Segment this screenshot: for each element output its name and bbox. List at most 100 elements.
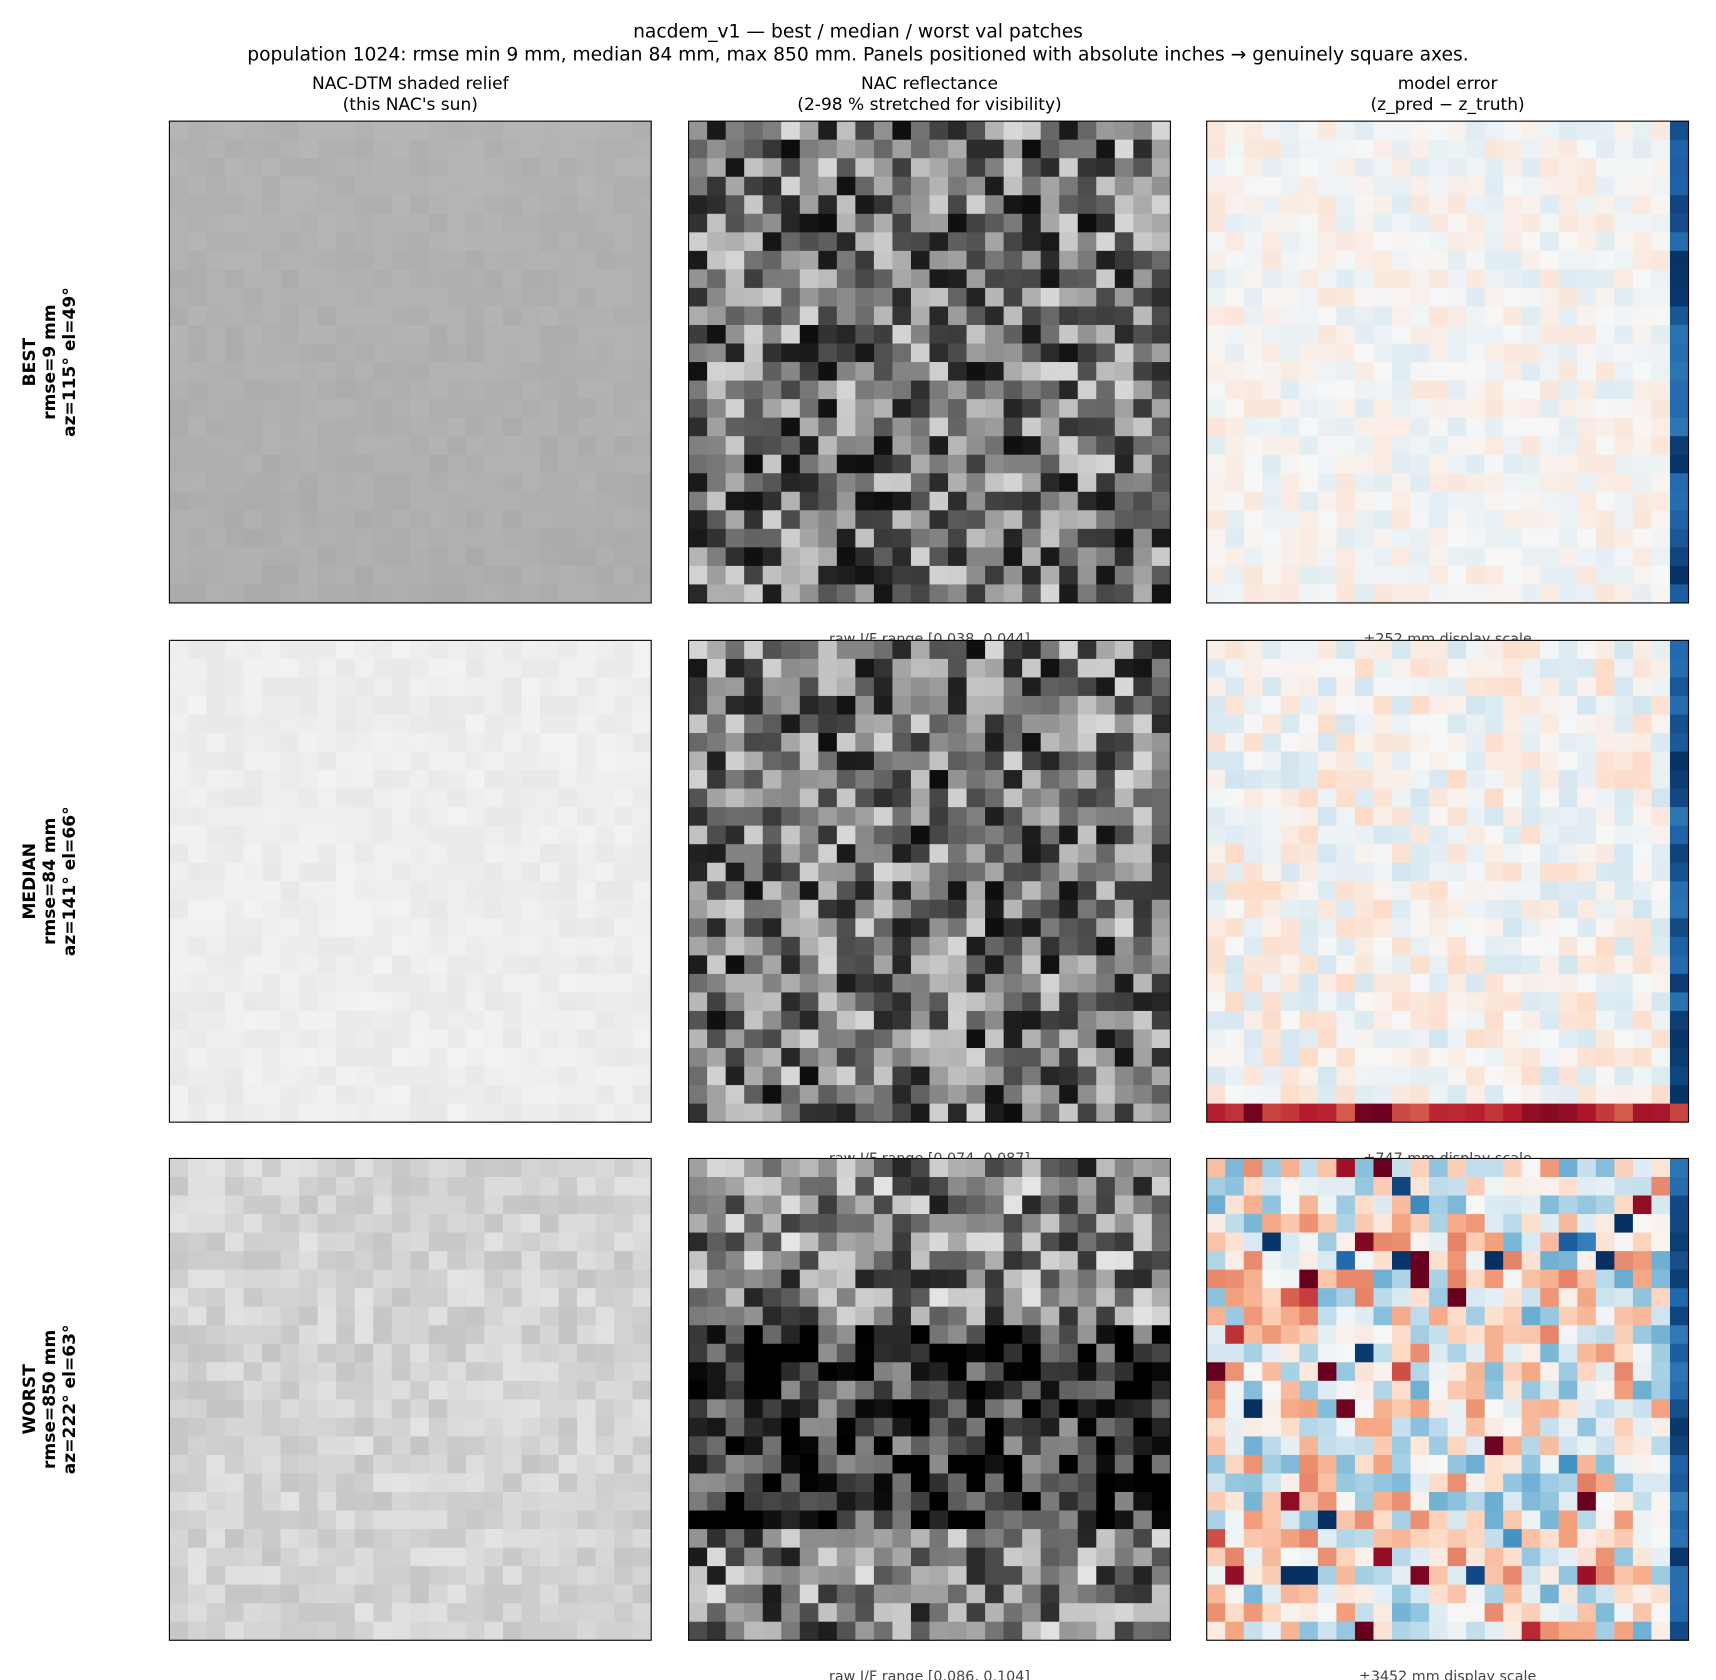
pixel xyxy=(725,324,745,344)
pixel xyxy=(762,918,782,938)
pixel xyxy=(1243,287,1263,307)
pixel xyxy=(855,788,875,808)
pixel xyxy=(836,1214,856,1234)
pixel xyxy=(540,584,559,604)
pixel xyxy=(1096,658,1116,678)
pixel xyxy=(1040,362,1060,382)
pixel xyxy=(187,1103,207,1123)
pixel xyxy=(465,770,485,790)
pixel xyxy=(1632,788,1652,808)
pixel xyxy=(1133,528,1153,548)
pixel xyxy=(1114,1251,1134,1271)
pixel xyxy=(1447,584,1467,604)
pixel xyxy=(985,454,1005,474)
pixel xyxy=(558,324,578,344)
pixel xyxy=(317,1417,337,1437)
pixel xyxy=(1595,714,1615,734)
pixel xyxy=(1151,565,1171,585)
pixel xyxy=(1521,324,1541,344)
pixel xyxy=(447,1103,467,1123)
pixel xyxy=(781,1306,801,1326)
pixel xyxy=(707,640,727,660)
pixel xyxy=(540,844,559,864)
pixel xyxy=(614,1380,634,1400)
pixel xyxy=(1280,1029,1300,1049)
pixel xyxy=(873,528,893,548)
pixel xyxy=(373,658,393,678)
pixel xyxy=(1614,1085,1634,1105)
pixel xyxy=(540,918,559,938)
pixel xyxy=(1262,417,1282,437)
pixel xyxy=(1466,714,1486,734)
pixel xyxy=(262,1547,282,1567)
pixel xyxy=(614,695,634,715)
pixel xyxy=(948,1103,968,1123)
pixel xyxy=(595,1325,615,1345)
pixel xyxy=(725,158,745,178)
pixel xyxy=(1133,1251,1153,1271)
pixel xyxy=(1096,936,1116,956)
pixel xyxy=(1484,807,1504,827)
pixel xyxy=(1484,454,1504,474)
pixel xyxy=(1336,1103,1356,1123)
pixel xyxy=(577,1085,597,1105)
pixel xyxy=(502,250,522,270)
pixel xyxy=(1429,658,1449,678)
pixel xyxy=(1429,1066,1449,1086)
pixel xyxy=(428,176,448,196)
pixel xyxy=(1354,677,1374,697)
pixel xyxy=(206,918,226,938)
pixel xyxy=(187,714,207,734)
pixel xyxy=(169,121,189,141)
pixel xyxy=(1243,918,1263,938)
pixel xyxy=(1280,417,1300,437)
pixel xyxy=(1077,1048,1097,1067)
pixel xyxy=(410,1510,430,1530)
pixel xyxy=(744,658,764,678)
pixel xyxy=(224,176,244,196)
pixel xyxy=(818,733,838,752)
pixel xyxy=(1410,862,1430,882)
pixel xyxy=(262,695,282,715)
pixel xyxy=(1040,1232,1060,1252)
pixel xyxy=(1373,510,1393,530)
pixel xyxy=(1373,473,1393,493)
pixel xyxy=(484,973,504,993)
pixel xyxy=(595,1010,615,1030)
pixel xyxy=(1243,510,1263,530)
pixel xyxy=(929,343,949,363)
pixel xyxy=(1206,306,1226,326)
pixel xyxy=(262,362,282,382)
pixel xyxy=(1429,362,1449,382)
pixel xyxy=(1614,1029,1634,1049)
pixel xyxy=(243,436,263,456)
pixel xyxy=(410,1085,430,1105)
pixel xyxy=(224,714,244,734)
pixel xyxy=(169,1492,189,1511)
pixel xyxy=(187,1621,207,1641)
pixel xyxy=(1133,287,1153,307)
pixel xyxy=(1466,417,1486,437)
pixel xyxy=(558,343,578,363)
pixel xyxy=(614,640,634,660)
pixel xyxy=(1429,399,1449,419)
pixel xyxy=(1059,491,1079,511)
pixel xyxy=(1317,695,1337,715)
pixel xyxy=(1354,528,1374,548)
pixel xyxy=(1040,862,1060,882)
pixel xyxy=(873,899,893,919)
pixel xyxy=(1003,139,1023,159)
pixel xyxy=(410,343,430,363)
pixel xyxy=(1632,1103,1652,1123)
pixel xyxy=(558,362,578,382)
pixel xyxy=(910,417,930,437)
pixel xyxy=(558,306,578,326)
pixel xyxy=(299,1029,319,1049)
pixel xyxy=(1114,881,1134,901)
pixel xyxy=(336,1010,356,1030)
pixel xyxy=(373,825,393,845)
pixel xyxy=(781,250,801,270)
pixel xyxy=(707,565,727,585)
pixel xyxy=(336,1380,356,1400)
pixel xyxy=(1299,1010,1319,1030)
